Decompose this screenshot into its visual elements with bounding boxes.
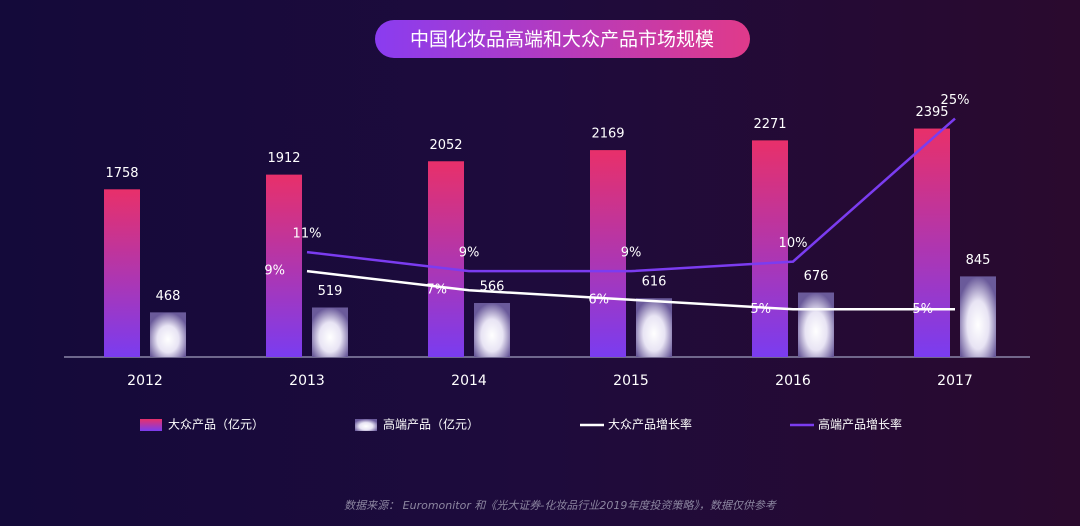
bar xyxy=(636,298,672,357)
source-note: 数据来源： Euromonitor 和《光大证券-化妆品行业2019年度投资策略… xyxy=(344,499,777,512)
bar xyxy=(312,307,348,357)
bar xyxy=(428,161,464,357)
bar xyxy=(150,312,186,357)
data-label: 2169 xyxy=(591,127,624,142)
bar xyxy=(798,292,834,357)
data-label: 9% xyxy=(459,246,480,261)
legend-label: 高端产品（亿元） xyxy=(383,417,479,432)
x-tick-label: 2016 xyxy=(775,373,811,389)
bar xyxy=(104,189,140,357)
data-label: 676 xyxy=(804,269,829,284)
bar xyxy=(914,128,950,357)
bar xyxy=(266,174,302,357)
legend-label: 高端产品增长率 xyxy=(818,417,902,432)
data-label: 468 xyxy=(156,289,181,304)
data-label: 10% xyxy=(779,236,808,251)
data-label: 616 xyxy=(642,275,667,290)
x-tick-label: 2015 xyxy=(613,373,649,389)
data-label: 5% xyxy=(750,302,771,317)
bar xyxy=(474,303,510,357)
bar xyxy=(590,150,626,357)
legend-label: 大众产品（亿元） xyxy=(168,417,264,432)
data-label: 5% xyxy=(912,302,933,317)
line xyxy=(306,269,955,311)
bar xyxy=(752,140,788,357)
x-tick-label: 2013 xyxy=(289,373,325,389)
data-label: 845 xyxy=(966,253,991,268)
data-label: 2052 xyxy=(429,138,462,153)
x-tick-label: 2012 xyxy=(127,373,163,389)
legend-swatch xyxy=(140,419,162,431)
data-label: 9% xyxy=(264,264,285,279)
data-label: 2395 xyxy=(915,105,948,120)
data-label: 1912 xyxy=(267,151,300,166)
bar xyxy=(960,276,996,357)
x-tick-label: 2014 xyxy=(451,373,487,389)
data-label: 6% xyxy=(588,292,609,307)
legend-swatch xyxy=(355,419,377,431)
data-label: 9% xyxy=(621,246,642,261)
title-pill xyxy=(375,20,750,58)
data-label: 1758 xyxy=(105,166,138,181)
data-label: 519 xyxy=(318,284,343,299)
data-label: 25% xyxy=(941,93,970,108)
x-tick-label: 2017 xyxy=(937,373,973,389)
data-label: 11% xyxy=(293,227,322,242)
chart-title: 中国化妆品高端和大众产品市场规模 xyxy=(410,29,714,51)
line xyxy=(306,117,956,273)
legend-label: 大众产品增长率 xyxy=(608,417,692,432)
data-label: 2271 xyxy=(753,117,786,132)
data-label: 7% xyxy=(426,283,447,298)
